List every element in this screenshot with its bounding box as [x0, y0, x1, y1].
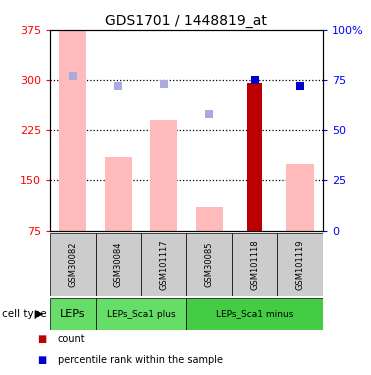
Bar: [196, 207, 223, 231]
Text: GSM101119: GSM101119: [296, 239, 305, 290]
Text: GSM30085: GSM30085: [205, 242, 214, 287]
Text: ■: ■: [37, 355, 46, 365]
Text: GSM101118: GSM101118: [250, 239, 259, 290]
Bar: [187, 298, 323, 330]
Text: ■: ■: [37, 334, 46, 344]
Bar: [96, 298, 187, 330]
Bar: [187, 232, 232, 296]
Bar: [232, 232, 278, 296]
Text: LEPs: LEPs: [60, 309, 86, 319]
Text: percentile rank within the sample: percentile rank within the sample: [58, 355, 223, 365]
Text: LEPs_Sca1 plus: LEPs_Sca1 plus: [107, 310, 175, 319]
Bar: [141, 232, 187, 296]
Bar: [150, 120, 177, 231]
Bar: [59, 30, 86, 231]
Text: cell type: cell type: [2, 309, 46, 319]
Text: GSM101117: GSM101117: [159, 239, 168, 290]
Bar: [247, 83, 262, 231]
Text: LEPs_Sca1 minus: LEPs_Sca1 minus: [216, 310, 293, 319]
Bar: [278, 232, 323, 296]
Text: GSM30084: GSM30084: [114, 242, 123, 287]
Title: GDS1701 / 1448819_at: GDS1701 / 1448819_at: [105, 13, 267, 28]
Text: ▶: ▶: [35, 309, 43, 319]
Bar: [96, 232, 141, 296]
Bar: [50, 232, 96, 296]
Bar: [50, 298, 96, 330]
Bar: [286, 164, 314, 231]
Bar: [105, 157, 132, 231]
Text: count: count: [58, 334, 85, 344]
Text: GSM30082: GSM30082: [68, 242, 77, 287]
